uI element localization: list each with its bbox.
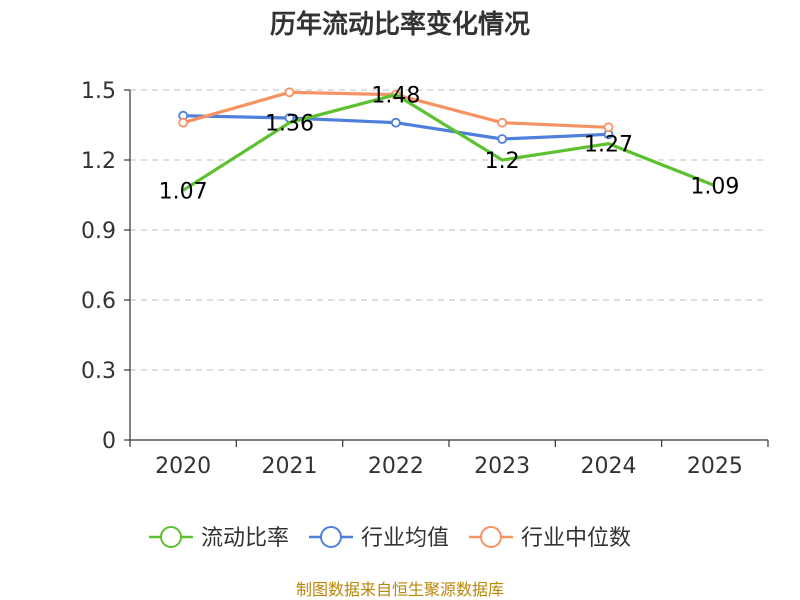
y-tick-label-1: 0.3 — [81, 359, 116, 384]
y-tick-label-2: 0.6 — [81, 289, 116, 314]
point-1-2022 — [390, 117, 401, 128]
y-axis-ticks: 0 0.3 0.6 0.9 1.2 1.5 — [81, 79, 130, 454]
point-2-2024 — [603, 122, 614, 133]
x-tick-label-2023: 2023 — [474, 454, 530, 479]
point-2-2023 — [497, 117, 508, 128]
data-label-2021: 1.36 — [265, 112, 314, 137]
legend-marker-1 — [320, 526, 342, 548]
y-tick-label-0: 0 — [102, 429, 116, 454]
legend-label-0: 流动比率 — [201, 526, 289, 551]
axes — [129, 90, 768, 441]
x-axis-ticks: 2020 2021 2022 2023 2024 2025 — [129, 440, 769, 479]
y-tick-label-4: 1.2 — [81, 149, 116, 174]
point-2-2021 — [284, 87, 295, 98]
x-tick-label-2024: 2024 — [581, 454, 637, 479]
x-tick-label-2022: 2022 — [368, 454, 424, 479]
data-label-2020: 1.07 — [159, 179, 208, 204]
x-tick-label-2025: 2025 — [687, 454, 743, 479]
series-line-0 — [182, 93, 716, 192]
legend-marker-2 — [480, 526, 502, 548]
legend-item-0[interactable]: 流动比率 — [149, 526, 289, 551]
data-label-2023: 1.2 — [485, 149, 520, 174]
y-tick-label-5: 1.5 — [81, 79, 116, 104]
legend-marker-0 — [160, 526, 182, 548]
x-tick-label-2020: 2020 — [155, 454, 211, 479]
y-tick-label-3: 0.9 — [81, 219, 116, 244]
series-layer — [178, 87, 716, 192]
data-label-2022: 1.48 — [371, 84, 420, 109]
series-0 — [182, 93, 716, 192]
data-labels: 1.07 1.36 1.48 1.2 1.27 1.09 — [159, 84, 740, 205]
legend-item-1[interactable]: 行业均值 — [309, 526, 449, 551]
data-label-2024: 1.27 — [584, 133, 633, 158]
legend-label-1: 行业均值 — [361, 526, 449, 551]
legend: 流动比率 行业均值 行业中位数 — [149, 526, 631, 551]
legend-item-2[interactable]: 行业中位数 — [469, 526, 631, 551]
legend-label-2: 行业中位数 — [521, 526, 631, 551]
series-1 — [178, 110, 614, 144]
point-2-2020 — [178, 117, 189, 128]
chart-title: 历年流动比率变化情况 — [270, 9, 530, 40]
gridlines — [130, 89, 768, 371]
source-note: 制图数据来自恒生聚源数据库 — [296, 580, 504, 599]
point-1-2023 — [497, 134, 508, 144]
data-label-2025: 1.09 — [690, 175, 739, 200]
x-tick-label-2021: 2021 — [262, 454, 318, 479]
